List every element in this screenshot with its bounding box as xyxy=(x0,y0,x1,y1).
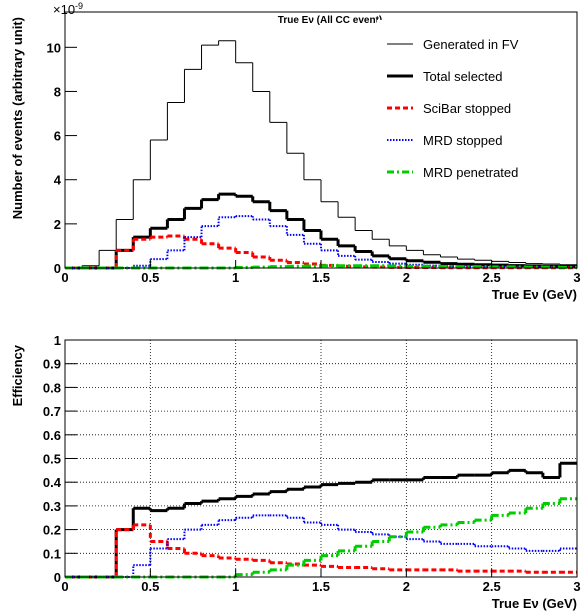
series xyxy=(65,514,577,578)
x-tick-label: 1 xyxy=(232,579,239,594)
x-axis-label: True Eν (GeV) xyxy=(492,287,577,302)
y-scale-exponent: -9 xyxy=(75,1,83,11)
x-tick-label: 3 xyxy=(573,579,580,594)
x-tick-label: 0.5 xyxy=(141,270,159,285)
x-tick-label: 0.5 xyxy=(141,579,159,594)
y-axis-label: Number of events (arbitrary unit) xyxy=(10,17,25,219)
chart-title: True Eν (All CC event) xyxy=(278,15,382,26)
x-tick-label: 2.5 xyxy=(483,270,501,285)
y-tick-label: 0 xyxy=(54,570,61,585)
y-tick-label: 0.2 xyxy=(43,523,61,538)
y-tick-label: 0.5 xyxy=(43,452,61,467)
panel: 0 0.5 1 1.5 2 2.5 3 0 2 4 6 8 10 True Eν (All CC even… xyxy=(10,1,581,302)
y-tick-label: 0.7 xyxy=(43,404,61,419)
x-tick-label: 1 xyxy=(232,270,239,285)
y-scale-label: ×10 xyxy=(53,2,75,17)
x-tick-label: 1.5 xyxy=(312,579,330,594)
y-tick-label: 4 xyxy=(54,173,62,188)
x-tick-label: 3 xyxy=(573,270,580,285)
y-tick-label: 0.9 xyxy=(43,357,61,372)
y-tick-label: 0.8 xyxy=(43,380,61,395)
legend-label: Generated in FV xyxy=(423,37,519,52)
y-tick-label: 0.4 xyxy=(43,475,62,490)
x-tick-label: 0 xyxy=(61,270,68,285)
series xyxy=(65,461,577,579)
x-axis-label: True Eν (GeV) xyxy=(492,596,577,611)
y-tick-label: 0.1 xyxy=(43,546,61,561)
legend-label: MRD stopped xyxy=(423,133,502,148)
y-tick-label: 0 xyxy=(54,261,61,276)
legend-label: SciBar stopped xyxy=(423,101,511,116)
legend-label: Total selected xyxy=(423,69,503,84)
y-tick-label: 6 xyxy=(54,129,61,144)
legend-box xyxy=(377,20,572,188)
series xyxy=(65,40,577,269)
x-tick-label: 0 xyxy=(61,579,68,594)
y-axis-label: Efficiency xyxy=(10,344,25,406)
x-tick-label: 1.5 xyxy=(312,270,330,285)
y-tick-label: 10 xyxy=(47,40,61,55)
x-tick-label: 2 xyxy=(403,579,410,594)
legend: Generated in FV Total selected SciBar stop… xyxy=(377,20,572,188)
y-tick-label: 0.6 xyxy=(43,428,61,443)
series xyxy=(65,192,577,270)
y-tick-label: 1 xyxy=(54,333,61,348)
y-tick-label: 0.3 xyxy=(43,499,61,514)
y-tick-label: 2 xyxy=(54,217,61,232)
y-tick-label: 8 xyxy=(54,84,61,99)
panel: 0 0.5 1 1.5 2 2.5 3 0 0.1 0.2 0.3 0.4 0.5 0.6 0.7 0.8 0.… xyxy=(10,333,581,611)
x-tick-label: 2.5 xyxy=(483,579,501,594)
x-tick-label: 2 xyxy=(403,270,410,285)
legend-label: MRD penetrated xyxy=(423,165,518,180)
